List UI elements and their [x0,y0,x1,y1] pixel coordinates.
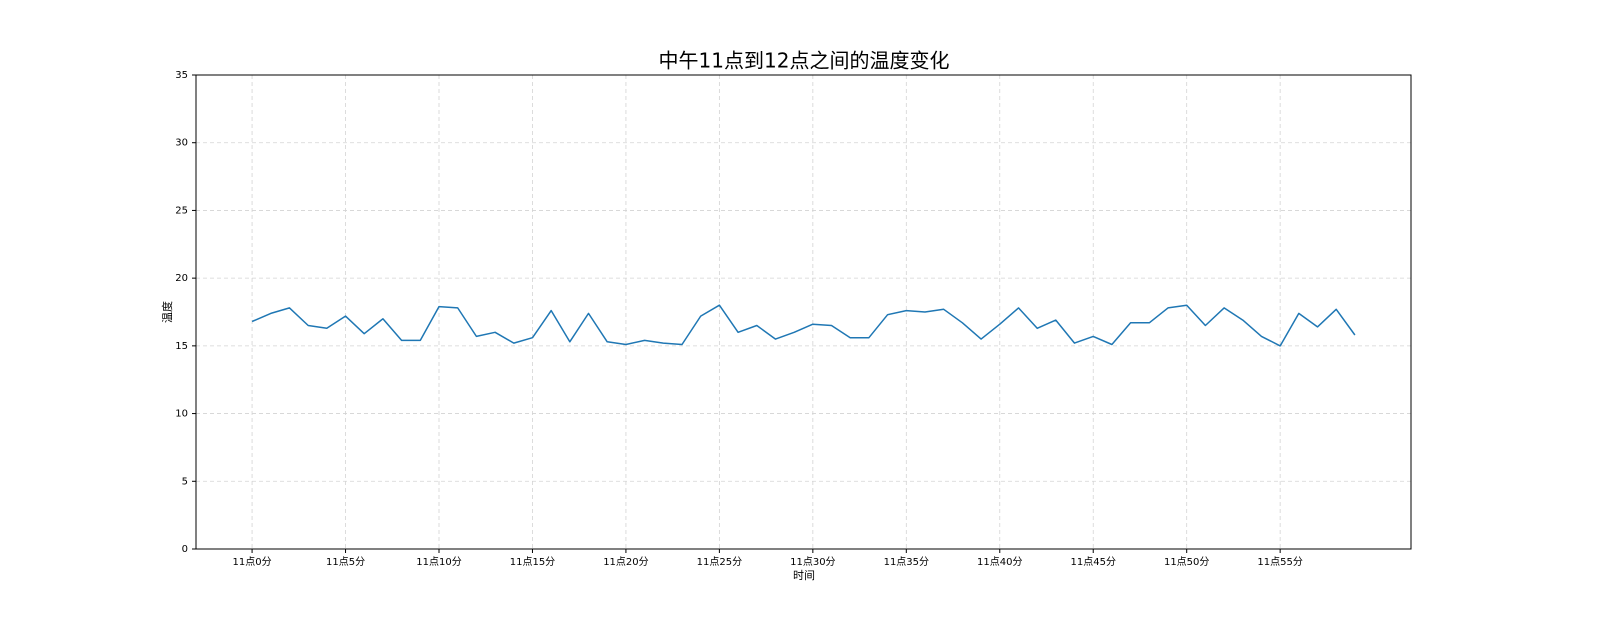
y-axis-label: 温度 [160,301,174,323]
x-tick-label: 11点5分 [326,556,365,568]
series-layer [251,304,1356,347]
grid-layer [196,74,1411,550]
x-tick-label: 11点10分 [416,556,461,568]
x-tick-label: 11点50分 [1164,556,1209,568]
x-tick-label: 11点45分 [1071,556,1116,568]
x-tick-label: 11点55分 [1257,556,1302,568]
y-tick-label: 0 [182,544,188,555]
x-tick-label: 11点40分 [977,556,1022,568]
y-tick-label: 15 [175,341,188,352]
y-tick-label: 5 [182,476,188,487]
x-axis-label: 时间 [793,569,815,582]
y-tick-label: 20 [175,273,188,284]
y-tick-label: 30 [175,138,188,149]
y-tick-label: 35 [175,70,188,81]
x-tick-label: 11点15分 [510,556,555,568]
x-tick-label: 11点25分 [697,556,742,568]
y-axis: 0 5 10 15 20 25 30 35 [175,70,196,555]
x-tick-label: 11点20分 [603,556,648,568]
x-tick-label: 11点30分 [790,556,835,568]
x-tick-label: 11点35分 [884,556,929,568]
plot-frame [195,74,1412,550]
y-tick-label: 25 [175,205,188,216]
temperature-series-line [251,304,1356,347]
y-tick-label: 10 [175,409,188,420]
x-tick-label: 11点0分 [233,556,272,568]
x-axis: 11点0分 11点5分 11点10分 11点15分 11点20分 11点25分 11点30分… [233,549,1303,568]
chart-title: 中午11点到12点之间的温度变化 [659,49,950,73]
